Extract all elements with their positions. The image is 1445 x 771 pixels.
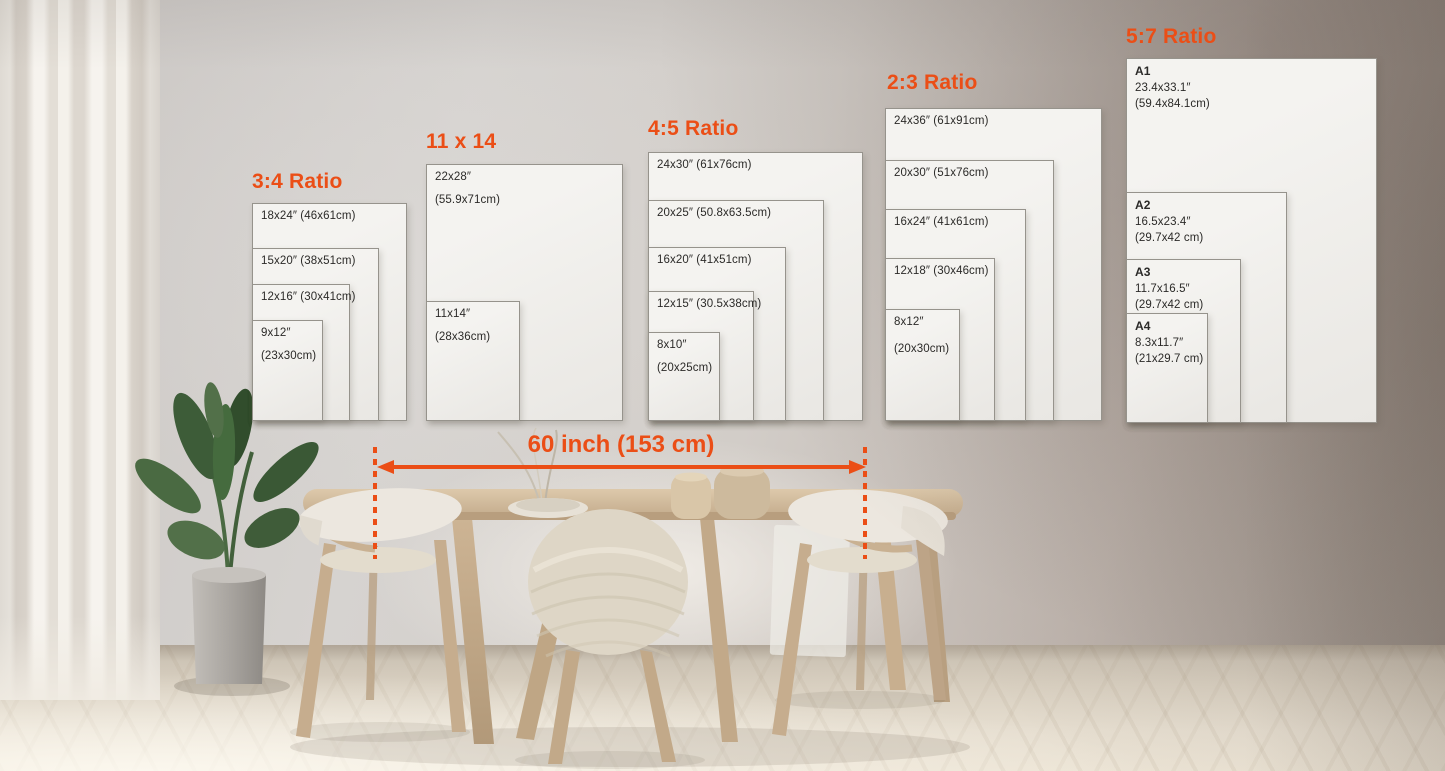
poster-22x28-label: 22x28″ (55.9x71cm) (435, 171, 501, 206)
poster-24x36-label: 24x36″ (61x91cm) (894, 115, 989, 127)
poster-16x24-label: 16x24″ (41x61cm) (894, 216, 989, 228)
group-title-ratio-3-4: 3:4 Ratio (252, 170, 343, 193)
poster-24x30-label: 24x30″ (61x76cm) (657, 159, 752, 171)
poster-A3-label: A3 11.7x16.5″ (29.7x42 cm) (1135, 265, 1204, 311)
poster-20x25-label: 20x25″ (50.8x63.5cm) (657, 207, 772, 219)
poster-9x12: 9x12″ (23x30cm) (252, 320, 323, 421)
group-title-ratio-4-5: 4:5 Ratio (648, 117, 739, 140)
poster-11x14-label: 11x14″ (28x36cm) (435, 308, 491, 343)
poster-9x12-label: 9x12″ (23x30cm) (261, 327, 317, 362)
poster-A2-label: A2 16.5x23.4″ (29.7x42 cm) (1135, 198, 1204, 244)
poster-20x30-label: 20x30″ (51x76cm) (894, 167, 989, 179)
measurement-arrow (377, 460, 866, 474)
group-title-ratio-2-3: 2:3 Ratio (887, 71, 978, 94)
poster-12x18-label: 12x18″ (30x46cm) (894, 265, 989, 277)
poster-8x12-label: 8x12″ (20x30cm) (894, 316, 950, 355)
poster-8x12: 8x12″ (20x30cm) (885, 309, 960, 421)
poster-18x24-label: 18x24″ (46x61cm) (261, 210, 356, 222)
measurement-guide-right (863, 447, 867, 559)
poster-A2-tag: A2 (1135, 198, 1151, 212)
poster-16x20-label: 16x20″ (41x51cm) (657, 254, 752, 266)
poster-11x14: 11x14″ (28x36cm) (426, 301, 520, 421)
poster-8x10-label: 8x10″ (20x25cm) (657, 339, 713, 374)
group-title-ratio-5-7: 5:7 Ratio (1126, 25, 1217, 48)
poster-A1-tag: A1 (1135, 64, 1151, 78)
measurement-label: 60 inch (153 cm) (527, 431, 715, 458)
arrow-bar (382, 465, 861, 469)
group-title-size-11x14: 11 x 14 (426, 130, 497, 153)
poster-A4-label: A4 8.3x11.7″ (21x29.7 cm) (1135, 319, 1204, 365)
measurement-guide-left (373, 447, 377, 559)
curtain (0, 0, 160, 700)
poster-A4-tag: A4 (1135, 319, 1151, 333)
poster-12x15-label: 12x15″ (30.5x38cm) (657, 298, 762, 310)
poster-A4: A4 8.3x11.7″ (21x29.7 cm) (1126, 313, 1208, 423)
poster-8x10: 8x10″ (20x25cm) (648, 332, 720, 421)
arrow-right-head-icon (849, 460, 866, 474)
poster-A3-tag: A3 (1135, 265, 1151, 279)
poster-12x16-label: 12x16″ (30x41cm) (261, 291, 356, 303)
poster-15x20-label: 15x20″ (38x51cm) (261, 255, 356, 267)
poster-A1-label: A1 23.4x33.1″ (59.4x84.1cm) (1135, 64, 1210, 110)
